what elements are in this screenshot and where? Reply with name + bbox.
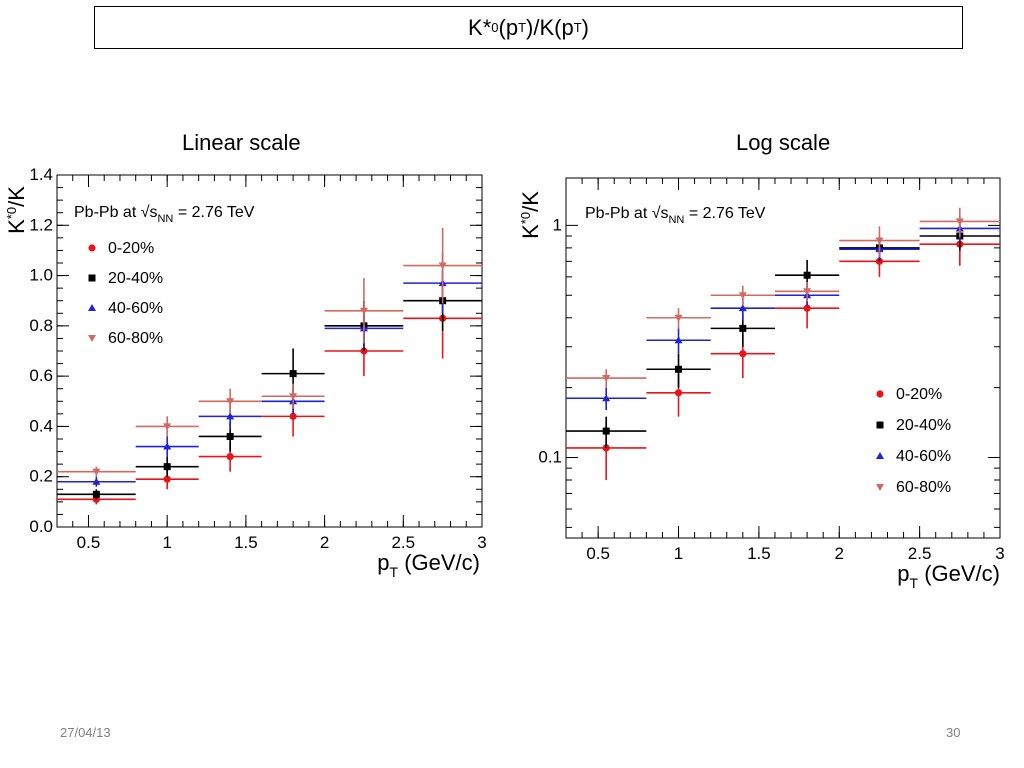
y-axis-label: K*0/K bbox=[518, 191, 543, 239]
data-point bbox=[674, 314, 683, 322]
data-point bbox=[803, 271, 811, 279]
y-tick-label: 1.4 bbox=[29, 165, 53, 184]
data-point bbox=[163, 475, 171, 483]
data-point bbox=[226, 453, 234, 461]
x-tick-label: 2 bbox=[320, 533, 329, 552]
data-point bbox=[92, 468, 101, 476]
data-point bbox=[602, 394, 611, 402]
legend-label: 20-40% bbox=[896, 417, 951, 434]
x-tick-label: 2.5 bbox=[391, 533, 415, 552]
y-tick-label: 0.6 bbox=[29, 366, 53, 385]
data-point bbox=[163, 463, 171, 471]
data-point bbox=[226, 412, 235, 420]
slide-title-part2: )/K(p bbox=[526, 14, 574, 40]
legend-label: 40-60% bbox=[108, 300, 163, 317]
y-axis-label: K*0/K bbox=[4, 186, 29, 234]
data-point bbox=[226, 432, 234, 440]
data-point bbox=[602, 375, 611, 383]
legend-marker bbox=[88, 335, 96, 342]
data-point bbox=[289, 412, 297, 420]
series-0-20% bbox=[566, 226, 1000, 480]
legend-marker bbox=[88, 244, 96, 252]
data-point bbox=[803, 288, 812, 296]
data-point bbox=[875, 237, 884, 245]
chart-log: 0.5 1 1.5 2 2.5 3 0.1 1 K*0/K pT (GeV/c) Pb-Pb at … bbox=[518, 177, 1005, 591]
x-tick-label: 1.5 bbox=[747, 544, 771, 563]
x-tick-label: 1 bbox=[674, 544, 683, 563]
y-tick-label: 0.1 bbox=[538, 448, 562, 467]
x-tick-label: 0.5 bbox=[77, 533, 101, 552]
series-60-80% bbox=[57, 227, 482, 477]
legend-label: 60-80% bbox=[108, 330, 163, 347]
slide-title-sub2: T bbox=[573, 20, 582, 35]
x-tick-label: 1 bbox=[162, 533, 171, 552]
y-tick-label: 0.0 bbox=[29, 517, 53, 536]
legend-label: 60-80% bbox=[896, 479, 951, 496]
x-tick-label: 3 bbox=[995, 544, 1004, 563]
data-point bbox=[438, 262, 447, 270]
data-point bbox=[674, 336, 683, 344]
slide-page-number: 30 bbox=[946, 725, 961, 740]
y-tick-label: 1.2 bbox=[29, 215, 53, 234]
data-point bbox=[955, 218, 964, 226]
data-point bbox=[738, 292, 747, 300]
slide-title-part1: (p bbox=[498, 14, 519, 40]
y-tick-label: 1 bbox=[553, 215, 562, 234]
legend-label: 40-60% bbox=[896, 448, 951, 465]
data-point bbox=[163, 442, 172, 450]
series-20-40% bbox=[566, 223, 1000, 448]
chart-linear: 0.5 1 1.5 2 2.5 3 0.0 0.2 0.4 0.6 0.8 1.0 1.2 1.4K*0/… bbox=[4, 165, 487, 580]
legend-marker bbox=[88, 304, 96, 311]
slide-title: K* 0 (p T)/K(p T) bbox=[94, 6, 963, 49]
slide-date: 27/04/13 bbox=[60, 725, 111, 740]
collision-annotation: Pb-Pb at √sNN = 2.76 TeV bbox=[585, 205, 766, 226]
series-40-60% bbox=[566, 216, 1000, 411]
x-tick-label: 2.5 bbox=[908, 544, 932, 563]
legend-marker bbox=[88, 274, 96, 282]
chart-title-linear: Linear scale bbox=[182, 130, 301, 155]
data-point bbox=[738, 304, 747, 312]
data-point bbox=[803, 304, 811, 312]
chart-title-log: Log scale bbox=[736, 130, 831, 155]
y-tick-label: 0.4 bbox=[29, 416, 53, 435]
data-point bbox=[739, 324, 747, 332]
data-point bbox=[226, 398, 235, 406]
data-point bbox=[675, 365, 683, 373]
x-axis-label: pT (GeV/c) bbox=[377, 550, 480, 580]
data-point bbox=[289, 393, 298, 401]
y-tick-label: 0.2 bbox=[29, 467, 53, 486]
legend-marker bbox=[876, 421, 884, 429]
data-point bbox=[163, 423, 172, 431]
x-tick-label: 1.5 bbox=[234, 533, 258, 552]
legend-label: 0-20% bbox=[108, 240, 154, 257]
data-point bbox=[359, 307, 368, 315]
data-point bbox=[92, 477, 101, 485]
slide-title-part3: ) bbox=[581, 14, 589, 40]
x-tick-label: 3 bbox=[477, 533, 486, 552]
series-40-60% bbox=[57, 252, 482, 487]
legend-label: 20-40% bbox=[108, 270, 163, 287]
data-point bbox=[92, 490, 100, 498]
slide-title-main: K* bbox=[468, 14, 492, 40]
x-tick-label: 2 bbox=[835, 544, 844, 563]
plot-frame bbox=[56, 174, 483, 528]
y-tick-label: 0.8 bbox=[29, 316, 53, 335]
legend-marker bbox=[876, 390, 884, 398]
plot-frame bbox=[565, 177, 1001, 539]
x-tick-label: 0.5 bbox=[586, 544, 610, 563]
y-tick-label: 1.0 bbox=[29, 266, 53, 285]
legend-marker bbox=[876, 452, 884, 459]
data-point bbox=[602, 427, 610, 435]
series-60-80% bbox=[566, 207, 1000, 388]
collision-annotation: Pb-Pb at √sNN = 2.76 TeV bbox=[74, 204, 255, 225]
slide-title-sup: 0 bbox=[491, 20, 499, 35]
data-point bbox=[674, 389, 683, 397]
legend-marker bbox=[876, 484, 884, 491]
legend-label: 0-20% bbox=[896, 386, 942, 403]
data-point bbox=[739, 350, 747, 358]
x-axis-label: pT (GeV/c) bbox=[897, 561, 1000, 591]
slide-title-sub1: T bbox=[518, 20, 527, 35]
data-point bbox=[289, 370, 297, 378]
